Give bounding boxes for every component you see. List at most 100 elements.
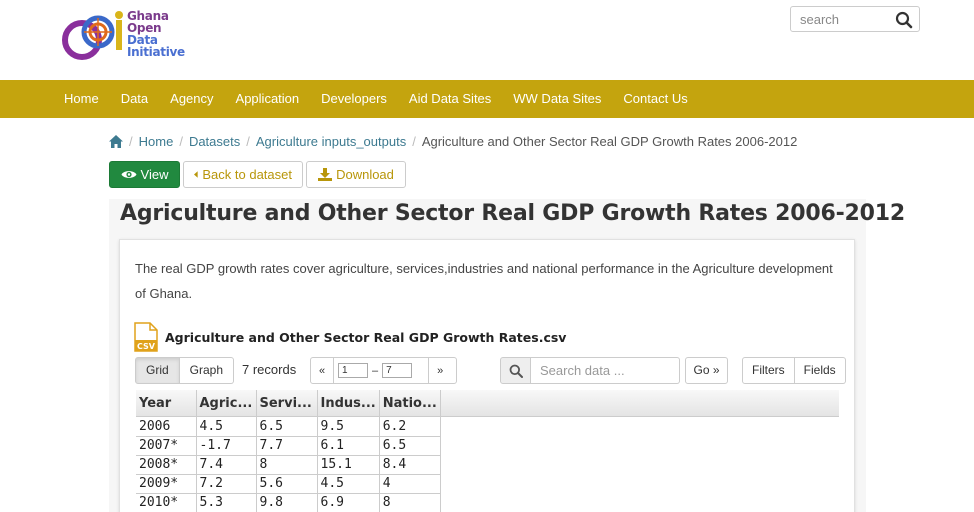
column-header-services[interactable]: Servi...	[256, 390, 318, 417]
download-button-label: Download	[336, 167, 394, 182]
breadcrumb-current: Agriculture and Other Sector Real GDP Gr…	[421, 133, 798, 149]
file-header: CSV Agriculture and Other Sector Real GD…	[134, 322, 566, 352]
back-to-dataset-button[interactable]: Back to dataset	[183, 161, 303, 188]
resource-actions: View Back to dataset Download	[109, 161, 406, 188]
search-icon	[509, 364, 523, 378]
breadcrumb-datasets[interactable]: Datasets	[188, 133, 241, 149]
logo-line: Data	[127, 33, 158, 47]
table-cell[interactable]: 8	[378, 493, 441, 512]
divider	[428, 358, 430, 383]
table-cell[interactable]: 7.2	[195, 474, 257, 494]
pager-next-button[interactable]: »	[437, 364, 444, 377]
table-cell[interactable]: 2009*	[136, 474, 197, 494]
table-cell[interactable]: 4.5	[195, 417, 257, 437]
table-row: 2007* -1.7 7.7 6.1 6.5	[136, 436, 441, 456]
fields-button[interactable]: Fields	[794, 357, 846, 384]
pager-from-input[interactable]: 1	[338, 363, 368, 378]
nav-item-contact-us[interactable]: Contact Us	[623, 91, 688, 106]
table-row: 2010* 5.3 9.8 6.9 8	[136, 493, 441, 512]
table-row: 2009* 7.2 5.6 4.5 4	[136, 474, 441, 494]
table-cell[interactable]: 8	[255, 455, 318, 475]
breadcrumb-separator: /	[179, 133, 183, 149]
table-cell[interactable]: 7.4	[195, 455, 257, 475]
column-header-agriculture[interactable]: Agric...	[196, 390, 257, 417]
logo-line: Initiative	[127, 45, 185, 59]
breadcrumb-separator: /	[246, 133, 250, 149]
breadcrumb-separator: /	[412, 133, 416, 149]
table-cell[interactable]: 9.5	[316, 417, 380, 437]
table-cell[interactable]: 5.3	[195, 493, 257, 512]
column-header-national[interactable]: Natio...	[379, 390, 441, 417]
view-toggle: Grid Graph	[135, 357, 235, 384]
table-cell[interactable]: 4	[378, 474, 441, 494]
table-cell[interactable]: 5.6	[255, 474, 318, 494]
logo-line: Ghana	[127, 9, 169, 23]
table-cell[interactable]: 2007*	[136, 436, 197, 456]
logo-text: Ghana Open Data Initiative	[127, 10, 185, 58]
breadcrumb-home[interactable]: Home	[138, 133, 174, 149]
download-button[interactable]: Download	[306, 161, 406, 188]
table-cell[interactable]: 8.4	[378, 455, 441, 475]
pager-separator: –	[372, 364, 379, 377]
table-cell[interactable]: 2006	[136, 417, 197, 437]
record-count: 7 records	[242, 362, 297, 377]
pager-to-input[interactable]: 7	[382, 363, 413, 378]
main-nav: Home Data Agency Application Developers …	[0, 80, 974, 118]
nav-item-aid-data-sites[interactable]: Aid Data Sites	[408, 91, 492, 106]
table-cell[interactable]: 6.9	[316, 493, 380, 512]
table-cell[interactable]: 6.2	[378, 417, 441, 437]
file-name: Agriculture and Other Sector Real GDP Gr…	[165, 329, 567, 345]
data-grid: Year Agric... Servi... Indus... Natio...…	[136, 390, 839, 512]
resource-description: The real GDP growth rates cover agricult…	[135, 261, 833, 301]
nav-item-home[interactable]: Home	[64, 91, 99, 106]
site-logo[interactable]: Ghana Open Data Initiative	[58, 6, 208, 62]
csv-badge-text: CSV	[137, 342, 156, 351]
data-search-input[interactable]	[531, 357, 680, 384]
pager-prev-button[interactable]: «	[318, 364, 326, 377]
breadcrumb: / Home / Datasets / Agriculture inputs_o…	[109, 131, 797, 151]
data-search-icon-box	[500, 357, 531, 384]
view-button-label: View	[140, 167, 169, 182]
logo-globe-icon	[62, 11, 123, 60]
table-cell[interactable]: 6.1	[316, 436, 380, 456]
home-icon[interactable]	[109, 134, 123, 148]
grid-view-button[interactable]: Grid	[135, 357, 180, 384]
breadcrumb-separator: /	[129, 133, 133, 149]
site-search	[790, 6, 920, 32]
go-button[interactable]: Go »	[685, 357, 728, 384]
table-cell[interactable]: -1.7	[195, 436, 257, 456]
nav-item-ww-data-sites[interactable]: WW Data Sites	[513, 91, 602, 106]
table-cell[interactable]: 7.7	[255, 436, 318, 456]
chevron-left-icon	[194, 171, 198, 178]
nav-item-agency[interactable]: Agency	[170, 91, 214, 106]
table-cell[interactable]: 9.8	[255, 493, 318, 512]
breadcrumb-dataset[interactable]: Agriculture inputs_outputs	[255, 133, 407, 149]
graph-view-button[interactable]: Graph	[179, 357, 235, 384]
view-button[interactable]: View	[109, 161, 180, 188]
table-cell[interactable]: 6.5	[378, 436, 441, 456]
site-header: Ghana Open Data Initiative	[0, 0, 974, 80]
column-header-year[interactable]: Year	[136, 390, 197, 417]
table-row: 2008* 7.4 8 15.1 8.4	[136, 455, 441, 475]
pager: « 1 – 7 »	[310, 357, 457, 384]
nav-item-data[interactable]: Data	[120, 91, 149, 106]
table-cell[interactable]: 4.5	[316, 474, 380, 494]
table-cell[interactable]: 2010*	[136, 493, 197, 512]
filters-button[interactable]: Filters	[742, 357, 795, 384]
data-table: Year Agric... Servi... Indus... Natio...…	[136, 390, 441, 512]
site-search-input[interactable]	[791, 7, 891, 31]
table-cell[interactable]: 15.1	[316, 455, 380, 475]
search-icon[interactable]	[895, 11, 913, 29]
csv-file-icon: CSV	[134, 322, 158, 352]
logo-line: Open	[127, 21, 162, 35]
download-icon	[318, 168, 333, 181]
table-cell[interactable]: 6.5	[255, 417, 318, 437]
eye-icon	[121, 171, 137, 178]
divider	[333, 358, 334, 383]
nav-item-developers[interactable]: Developers	[321, 91, 387, 106]
table-cell[interactable]: 2008*	[136, 455, 197, 475]
nav-item-application[interactable]: Application	[235, 91, 300, 106]
back-button-label: Back to dataset	[202, 167, 292, 182]
column-header-industry[interactable]: Indus...	[317, 390, 380, 417]
data-search: Go »	[500, 357, 728, 384]
